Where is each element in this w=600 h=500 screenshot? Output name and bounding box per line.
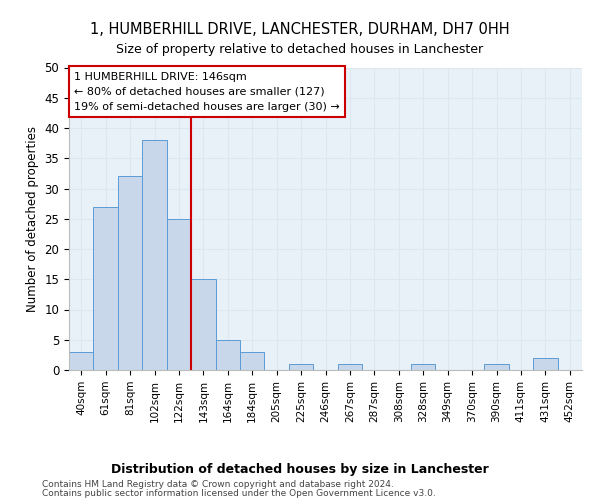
Text: 1 HUMBERHILL DRIVE: 146sqm
← 80% of detached houses are smaller (127)
19% of sem: 1 HUMBERHILL DRIVE: 146sqm ← 80% of deta… (74, 72, 340, 112)
Text: Contains HM Land Registry data © Crown copyright and database right 2024.: Contains HM Land Registry data © Crown c… (42, 480, 394, 489)
Y-axis label: Number of detached properties: Number of detached properties (26, 126, 39, 312)
Text: Distribution of detached houses by size in Lanchester: Distribution of detached houses by size … (111, 462, 489, 475)
Bar (167, 219, 191, 370)
Text: Contains public sector information licensed under the Open Government Licence v3: Contains public sector information licen… (42, 489, 436, 498)
Bar (338, 364, 362, 370)
Bar (142, 140, 167, 370)
Bar (533, 358, 557, 370)
Text: Size of property relative to detached houses in Lanchester: Size of property relative to detached ho… (116, 42, 484, 56)
Bar (215, 340, 240, 370)
Bar (94, 206, 118, 370)
Bar (411, 364, 436, 370)
Bar (240, 352, 265, 370)
Bar (484, 364, 509, 370)
Bar (118, 176, 142, 370)
Bar (191, 279, 215, 370)
Bar (289, 364, 313, 370)
Bar (69, 352, 94, 370)
Text: 1, HUMBERHILL DRIVE, LANCHESTER, DURHAM, DH7 0HH: 1, HUMBERHILL DRIVE, LANCHESTER, DURHAM,… (90, 22, 510, 38)
